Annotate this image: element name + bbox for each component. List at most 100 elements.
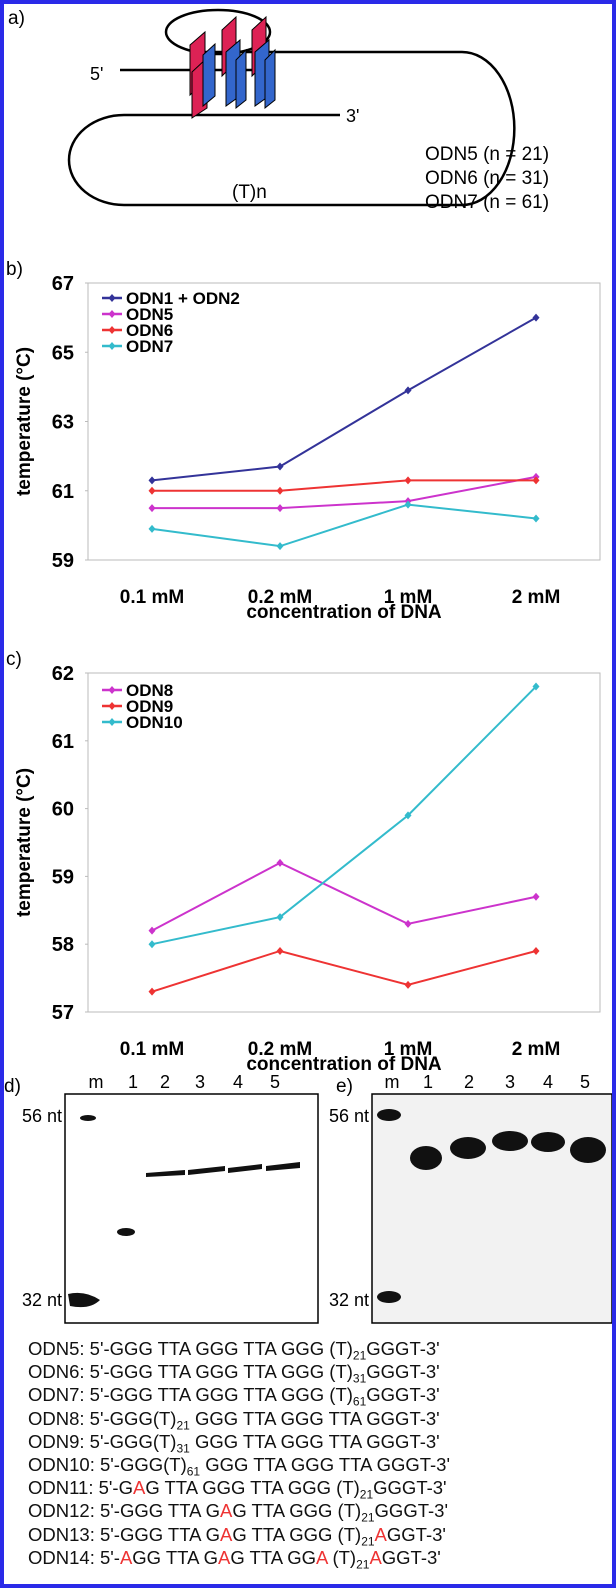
odn-item: ODN6 (n = 31)	[425, 168, 549, 189]
data-point	[276, 462, 284, 471]
legend-marker	[108, 342, 116, 350]
legend-label: ODN5	[126, 305, 173, 324]
gel-d	[64, 1093, 319, 1324]
panel-label: e)	[336, 1076, 353, 1097]
subscript: 21	[176, 1418, 190, 1433]
sequence-text: ODN10: 5'-GGG(T)	[28, 1454, 187, 1476]
sequence-text: GG TTA G	[132, 1546, 218, 1568]
sequence-text: (T)	[327, 1546, 357, 1568]
sequence-text: G TTA GGG (T)	[232, 1500, 362, 1522]
sequence-text: GGG TTA GGG TTA GGGT-3'	[189, 1430, 440, 1452]
x-axis-title: concentration of DNA	[246, 602, 442, 623]
subscript: 21	[359, 1487, 374, 1502]
legend-marker	[108, 326, 116, 334]
legend-marker	[108, 294, 116, 302]
data-point	[532, 514, 540, 523]
subscript: 61	[352, 1395, 367, 1410]
subscript: 21	[361, 1511, 375, 1526]
figure-canvas: a) 5' 3' (T)n ODN5 (n = 21) ODN6 (n = 31…	[4, 8, 612, 1324]
sequence-text: ODN14: 5'-	[28, 1546, 120, 1568]
sequence: ODN12: 5'-GGG TTA GAG TTA GGG (T)21GGGT-…	[28, 1499, 616, 1526]
sequence-text: GGG TTA GGG TTA GGGT-3'	[189, 1407, 440, 1429]
panel-label: d)	[4, 1076, 21, 1097]
y-tick-label: 61	[52, 731, 74, 753]
sequence-text: GGT-3'	[381, 1546, 441, 1568]
data-point	[404, 919, 412, 928]
data-point	[276, 542, 284, 551]
y-tick-label: 57	[52, 1002, 74, 1024]
sequence: ODN6: 5'-GGG TTA GGG TTA GGG (T)31GGGT-3…	[28, 1360, 616, 1386]
legend-label: ODN8	[126, 681, 173, 700]
y-tick-label: 65	[52, 342, 74, 364]
legend-label: ODN1 + ODN2	[126, 289, 240, 308]
mutation: A	[132, 1477, 146, 1499]
gel-e-bands	[377, 1109, 606, 1303]
data-point	[276, 913, 284, 922]
lane-label: 5	[270, 1072, 280, 1092]
lane-label: 1	[128, 1072, 138, 1092]
mutation: A	[217, 1546, 231, 1568]
sequence-text: G TTA GGG (T)	[232, 1523, 362, 1545]
data-point	[532, 313, 540, 322]
y-tick-label: 59	[52, 550, 74, 572]
data-point	[532, 946, 540, 955]
legend-label: ODN10	[126, 713, 183, 732]
data-point	[148, 940, 156, 949]
mutation: A	[315, 1546, 328, 1568]
x-tick-label: 2 mM	[512, 1039, 561, 1060]
series-line	[151, 316, 537, 482]
y-tick-label: 60	[52, 799, 74, 821]
loop-label: (T)n	[232, 182, 267, 203]
legend-marker	[108, 686, 116, 694]
data-point	[276, 504, 284, 513]
lane-label: m	[89, 1072, 104, 1092]
sequence-text: ODN9: 5'-GGG(T)	[28, 1430, 177, 1452]
sequence: ODN8: 5'-GGG(T)21 GGG TTA GGG TTA GGGT-3…	[28, 1407, 616, 1433]
legend-marker	[108, 718, 116, 726]
sequence: ODN7: 5'-GGG TTA GGG TTA GGG (T)61GGGT-3…	[28, 1383, 616, 1410]
sequence-text: GGGT-3'	[366, 1338, 440, 1359]
data-point	[148, 524, 156, 533]
series-line	[152, 475, 537, 510]
size-marker: 32 nt	[329, 1290, 369, 1310]
series-line	[152, 479, 536, 492]
subscript: 31	[352, 1371, 367, 1386]
y-tick-label: 62	[52, 663, 74, 685]
sequence: ODN11: 5'-GAG TTA GGG TTA GGG (T)21GGGT-…	[28, 1476, 616, 1502]
sequence-text: G TTA GGG TTA GGG (T)	[145, 1477, 360, 1499]
odn-item: ODN5 (n = 21)	[425, 144, 549, 165]
mutation: A	[220, 1523, 233, 1545]
subscript: 21	[356, 1557, 370, 1572]
data-point	[148, 987, 156, 996]
data-point	[532, 682, 540, 691]
legend-label: ODN9	[126, 697, 173, 716]
lane-label: 2	[160, 1072, 170, 1092]
sequence-text: ODN6: 5'-GGG TTA GGG TTA GGG (T)	[28, 1361, 353, 1383]
x-axis-title: concentration of DNA	[246, 1054, 442, 1075]
sequence: ODN5: 5'-GGG TTA GGG TTA GGG (T)21GGGT-3…	[28, 1337, 616, 1362]
mutation: A	[220, 1500, 233, 1522]
data-point	[148, 504, 156, 513]
mutation: A	[119, 1546, 133, 1568]
y-tick-label: 63	[52, 412, 74, 434]
gel-e	[371, 1093, 612, 1324]
loop-ellipse	[164, 8, 272, 56]
panel-label: a)	[8, 8, 25, 29]
sequence-text: ODN11: 5'-G	[28, 1477, 133, 1499]
data-point	[404, 476, 412, 485]
y-axis-title: temperature (°C)	[14, 347, 35, 496]
five-prime-label: 5'	[90, 64, 103, 84]
data-point	[276, 858, 284, 867]
data-point	[404, 386, 412, 395]
y-tick-label: 67	[52, 273, 74, 295]
data-point	[404, 500, 412, 509]
sequence-list: ODN5: 5'-GGG TTA GGG TTA GGG (T)21GGGT-3…	[28, 1337, 616, 1572]
subscript: 31	[176, 1441, 190, 1456]
series-line	[151, 949, 537, 993]
series-line	[151, 861, 537, 932]
subscript: 21	[361, 1534, 375, 1549]
subscript: 61	[186, 1464, 201, 1479]
sequence: ODN13: 5'-GGG TTA GAG TTA GGG (T)21AGGT-…	[28, 1523, 616, 1549]
g-tetrads	[189, 15, 276, 119]
